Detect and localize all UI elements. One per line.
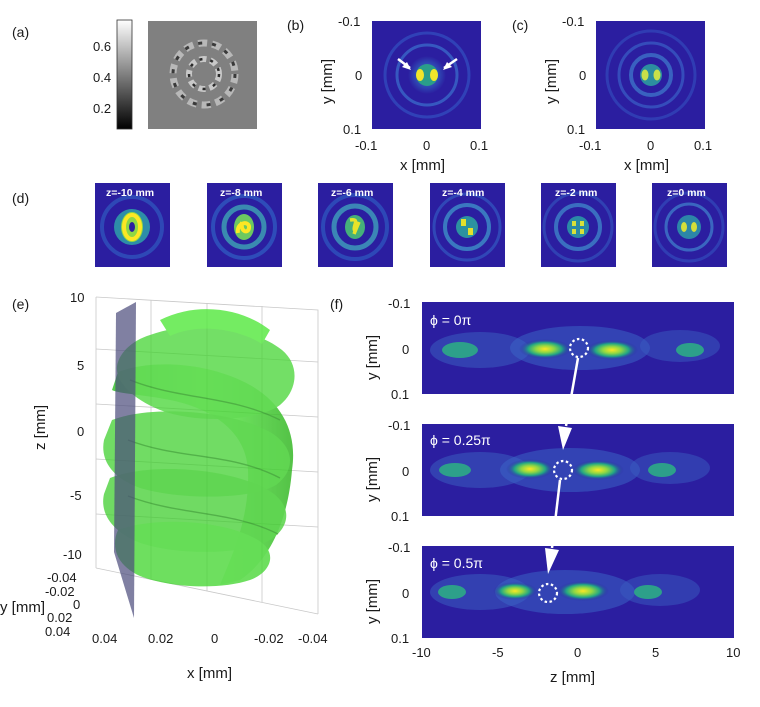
vortex-trajectory-arrows: [545, 357, 580, 574]
frame-title: z=0 mm: [667, 187, 706, 199]
panel-e: (e) 10 5 0: [0, 290, 328, 682]
ytick-f: 0: [402, 464, 409, 479]
colorbar-tick-06: 0.6: [93, 39, 111, 54]
ytick-f: 0.1: [391, 387, 409, 402]
ylabel-b: y [mm]: [319, 59, 336, 104]
xtick-f-4: 10: [726, 645, 740, 660]
propagation-frame: z=-10 mm: [95, 183, 170, 267]
xtick-e-3: -0.02: [254, 631, 284, 646]
propagation-frame: z=-4 mm: [430, 183, 505, 267]
panel-label-d: (d): [12, 190, 29, 206]
ytick-e-2: 0: [73, 597, 80, 612]
panel-b: (b) -0.1 0 0.1 -0.1 0 0.1 x [mm] y [mm]: [287, 14, 488, 174]
xtick-f-0: -10: [412, 645, 431, 660]
ytick-e-0: -0.04: [47, 570, 77, 585]
phase-row: ϕ = 0π: [422, 302, 734, 394]
frame-title: z=-10 mm: [106, 187, 154, 199]
ytick-f: -0.1: [388, 418, 410, 433]
xtick-e-1: 0.02: [148, 631, 173, 646]
xlabel-e: x [mm]: [187, 665, 232, 682]
phase-mask-rings: [169, 39, 239, 109]
ylabel-f: y [mm]: [364, 457, 381, 502]
xtick-f-1: -5: [492, 645, 504, 660]
propagation-frame: z=0 mm: [652, 183, 727, 267]
colorbar-tick-02: 0.2: [93, 101, 111, 116]
isosurface-helix: [103, 309, 295, 587]
xtick-e-0: 0.04: [92, 631, 117, 646]
ytick-f: 0: [402, 342, 409, 357]
xtick-b-1: 0: [423, 138, 430, 153]
ytick-b-0: -0.1: [338, 14, 360, 29]
xtick-c-1: 0: [647, 138, 654, 153]
phase-label: ϕ = 0.25π: [430, 432, 491, 448]
panel-a: (a) 0.6 0.4 0.2: [12, 19, 257, 130]
frame-title: z=-8 mm: [220, 187, 262, 199]
propagation-frame: z=-6 mm: [318, 183, 393, 267]
panel-label-a: (a): [12, 24, 29, 40]
frame-title: z=-6 mm: [331, 187, 373, 199]
xlabel-b: x [mm]: [400, 157, 445, 174]
ytick-e-1: -0.02: [45, 584, 75, 599]
ytick-c-1: 0: [579, 68, 586, 83]
ytick-f: 0: [402, 586, 409, 601]
ytick-f: 0.1: [391, 631, 409, 646]
panel-f: (f) ϕ = 0π ϕ = 0.25π: [330, 296, 740, 686]
panel-label-e: (e): [12, 296, 29, 312]
xtick-f-2: 0: [574, 645, 581, 660]
ytick-b-1: 0: [355, 68, 362, 83]
ylabel-f: y [mm]: [364, 579, 381, 624]
phase-row: ϕ = 0.5π: [422, 546, 734, 638]
ylabel-c: y [mm]: [543, 59, 560, 104]
propagation-frame: z=-2 mm: [541, 183, 616, 267]
panel-label-b: (b): [287, 17, 304, 33]
panel-c: (c) -0.1 0 0.1 -0.1 0 0.1 x [mm] y [mm]: [512, 14, 712, 174]
ztick-e-0: 10: [70, 290, 84, 305]
phase-mask-image: [148, 21, 257, 129]
ytick-c-2: 0.1: [567, 122, 585, 137]
ytick-b-2: 0.1: [343, 122, 361, 137]
ylabel-e: y [mm]: [0, 599, 45, 616]
zlabel-e: z [mm]: [32, 405, 49, 450]
panel-label-f: (f): [330, 296, 343, 312]
xtick-e-2: 0: [211, 631, 218, 646]
phase-label: ϕ = 0π: [430, 312, 472, 328]
panel-d: (d) z=-10 mm z=-8 mm z=-6 mm: [12, 183, 727, 267]
xlabel-f: z [mm]: [550, 669, 595, 686]
xtick-e-4: -0.04: [298, 631, 328, 646]
xtick-f-3: 5: [652, 645, 659, 660]
xtick-b-0: -0.1: [355, 138, 377, 153]
ytick-c-0: -0.1: [562, 14, 584, 29]
xtick-b-2: 0.1: [470, 138, 488, 153]
ytick-f: -0.1: [388, 296, 410, 311]
ztick-e-3: -5: [70, 488, 82, 503]
xtick-c-0: -0.1: [579, 138, 601, 153]
phase-row: ϕ = 0.25π: [422, 424, 734, 516]
colorbar: [116, 19, 133, 130]
ztick-e-4: -10: [63, 547, 82, 562]
xtick-c-2: 0.1: [694, 138, 712, 153]
ytick-f: 0.1: [391, 509, 409, 524]
cut-plane: [114, 302, 136, 618]
ytick-e-3: 0.02: [47, 610, 72, 625]
frame-title: z=-2 mm: [555, 187, 597, 199]
ztick-e-2: 0: [77, 424, 84, 439]
ytick-f: -0.1: [388, 540, 410, 555]
phase-label: ϕ = 0.5π: [430, 555, 483, 571]
xlabel-c: x [mm]: [624, 157, 669, 174]
panel-label-c: (c): [512, 17, 528, 33]
ztick-e-1: 5: [77, 358, 84, 373]
ytick-e-4: 0.04: [45, 624, 70, 639]
frame-title: z=-4 mm: [442, 187, 484, 199]
colorbar-tick-04: 0.4: [93, 70, 111, 85]
ylabel-f: y [mm]: [364, 335, 381, 380]
propagation-frame: z=-8 mm: [207, 183, 282, 267]
